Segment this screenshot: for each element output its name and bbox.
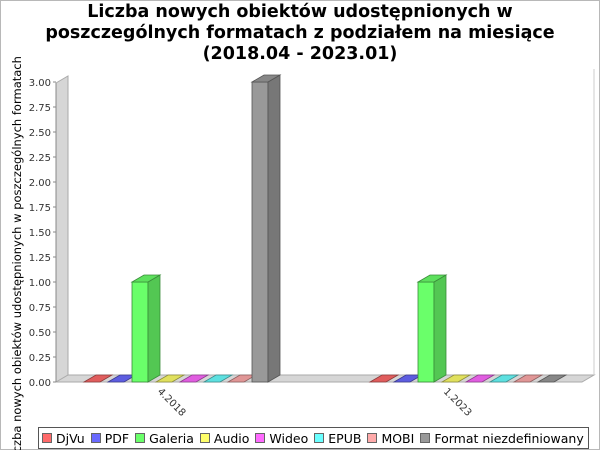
bar-side bbox=[433, 274, 447, 383]
x-category-label: 1.2023 bbox=[441, 386, 474, 419]
bar-format-niezdefiniowany-4.2018 bbox=[250, 74, 282, 383]
y-tick-label: 1.25 bbox=[29, 253, 51, 264]
bar-side bbox=[267, 74, 281, 383]
legend-item: MOBI bbox=[367, 431, 414, 446]
bar-top bbox=[488, 374, 520, 383]
bar-front bbox=[417, 281, 435, 383]
bar-front bbox=[131, 281, 149, 383]
bar-top bbox=[178, 374, 210, 383]
y-tick-label: 0.00 bbox=[29, 378, 51, 389]
bar-top bbox=[130, 274, 162, 283]
legend-label: DjVu bbox=[56, 430, 85, 446]
legend-item: Wideo bbox=[255, 431, 308, 446]
legend-label: EPUB bbox=[328, 430, 362, 446]
plot-back-wall bbox=[68, 69, 594, 382]
bar-galeria-1.2023 bbox=[416, 274, 448, 383]
bar-top bbox=[440, 374, 472, 383]
bar-top bbox=[536, 374, 568, 383]
y-tick-label: 2.50 bbox=[29, 128, 51, 139]
bar-side bbox=[147, 274, 161, 383]
legend-swatch bbox=[367, 433, 378, 443]
bar-top bbox=[368, 374, 400, 383]
bar-top bbox=[464, 374, 496, 383]
plot-left-wall bbox=[55, 75, 69, 383]
bar-epub-4.2018 bbox=[202, 374, 234, 383]
legend-label: Galeria bbox=[149, 430, 194, 446]
legend-item: Format niezdefiniowany bbox=[420, 430, 584, 446]
legend-item: PDF bbox=[90, 430, 130, 446]
legend-label: PDF bbox=[104, 430, 130, 446]
legend-swatch bbox=[255, 433, 266, 443]
chart-title-line-2: poszczególnych formatach z podziałem na … bbox=[45, 23, 555, 43]
y-tick-label: 2.75 bbox=[29, 103, 51, 114]
chart-legend: DjVu PDF Galeria Audio Wideo EPUB MOBI Format n… bbox=[38, 427, 589, 449]
legend-swatch bbox=[199, 433, 210, 443]
legend-swatch bbox=[420, 433, 431, 443]
y-tick-label: 1.50 bbox=[29, 228, 51, 239]
bar-top bbox=[154, 374, 186, 383]
bar-djvu-1.2023 bbox=[368, 374, 400, 383]
legend-swatch bbox=[42, 433, 52, 443]
bar-audio-1.2023 bbox=[440, 374, 472, 383]
legend-item: DjVu bbox=[42, 431, 85, 446]
bar-top bbox=[416, 274, 448, 283]
legend-item: EPUB bbox=[314, 431, 361, 446]
bar-top bbox=[82, 374, 114, 383]
legend-label: Format niezdefiniowany bbox=[434, 430, 584, 446]
bar-galeria-4.2018 bbox=[130, 274, 162, 383]
x-category-label: 4.2018 bbox=[155, 386, 188, 419]
y-tick-label: 0.75 bbox=[29, 303, 51, 314]
legend-item: Galeria bbox=[135, 431, 194, 446]
y-axis-label: Liczba nowych obiektów udostępnionych w … bbox=[10, 56, 24, 450]
chart-title-line-1: Liczba nowych obiektów udostępnionych w bbox=[87, 2, 513, 22]
legend-swatch bbox=[135, 433, 146, 443]
bar-wideo-4.2018 bbox=[178, 374, 210, 383]
y-tick-label: 0.25 bbox=[29, 353, 51, 364]
y-tick-label: 2.00 bbox=[29, 178, 51, 189]
legend-label: Wideo bbox=[269, 430, 309, 446]
bar-format-niezdefiniowany-1.2023 bbox=[536, 374, 568, 383]
bar-wideo-1.2023 bbox=[464, 374, 496, 383]
bar-top bbox=[202, 374, 234, 383]
legend-item: Audio bbox=[199, 430, 250, 446]
legend-swatch bbox=[90, 433, 101, 443]
legend-swatch bbox=[314, 433, 325, 443]
y-tick-label: 2.25 bbox=[29, 153, 51, 164]
y-tick-label: 0.50 bbox=[29, 328, 51, 339]
y-tick-label: 1.75 bbox=[29, 203, 51, 214]
legend-label: MOBI bbox=[381, 430, 415, 446]
bar-top bbox=[512, 374, 544, 383]
chart-title-line-3: (2018.04 - 2023.01) bbox=[202, 44, 398, 64]
bar-mobi-1.2023 bbox=[512, 374, 544, 383]
bar-audio-4.2018 bbox=[154, 374, 186, 383]
y-tick-label: 3.00 bbox=[29, 78, 51, 89]
bar-top bbox=[250, 74, 282, 83]
y-tick-label: 1.00 bbox=[29, 278, 51, 289]
legend-label: Audio bbox=[213, 430, 250, 446]
bar-epub-1.2023 bbox=[488, 374, 520, 383]
bar-front bbox=[251, 81, 269, 383]
bar-djvu-4.2018 bbox=[82, 374, 114, 383]
chart-title: Liczba nowych obiektów udostępnionych w … bbox=[0, 2, 600, 65]
